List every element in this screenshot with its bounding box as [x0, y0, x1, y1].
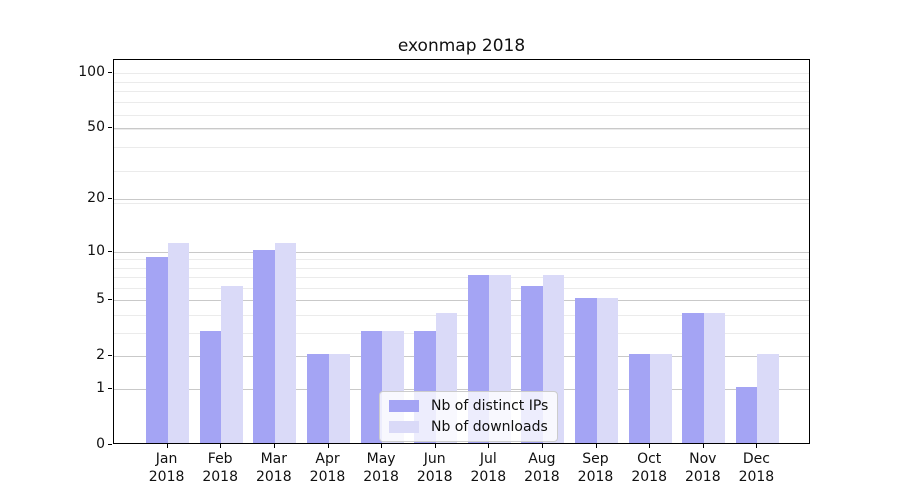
- x-tick-mark: [702, 444, 704, 448]
- bar-downloads: [167, 242, 190, 443]
- gridline-minor: [114, 147, 809, 149]
- bar-downloads: [328, 354, 350, 443]
- gridline-major: [114, 300, 809, 302]
- gridline-minor: [114, 102, 809, 104]
- x-tick-label: May 2018: [363, 451, 399, 485]
- bar-distinct-ips: [307, 354, 329, 443]
- gridline-major: [114, 389, 809, 391]
- bar-distinct-ips: [199, 331, 222, 443]
- y-tick-label: 5: [96, 291, 105, 308]
- x-tick-label: Jul 2018: [470, 451, 507, 485]
- y-tick-mark: [108, 126, 112, 128]
- y-tick-label: 2: [96, 347, 105, 364]
- gridline-major: [114, 72, 809, 74]
- gridline-minor: [114, 170, 809, 172]
- gridline-major: [114, 251, 809, 253]
- x-tick-mark: [488, 444, 490, 448]
- gridline-minor: [114, 333, 809, 335]
- gridline-minor: [114, 91, 809, 93]
- x-tick-mark: [327, 444, 329, 448]
- x-tick-mark: [595, 444, 597, 448]
- y-tick-mark: [108, 444, 112, 445]
- x-tick-label: Mar 2018: [255, 451, 292, 485]
- y-tick-mark: [108, 71, 112, 73]
- gridline-major: [114, 127, 809, 129]
- x-tick-label: Apr 2018: [309, 451, 346, 485]
- bar-downloads: [274, 242, 297, 443]
- x-tick-mark: [381, 444, 383, 448]
- gridline-minor: [114, 267, 809, 269]
- gridline-minor: [114, 277, 809, 279]
- bar-downloads: [703, 313, 726, 443]
- gridline-minor: [114, 315, 809, 317]
- y-tick-label: 20: [87, 190, 105, 207]
- bar-distinct-ips: [360, 331, 383, 443]
- y-tick-mark: [108, 388, 112, 390]
- x-tick-label: Oct 2018: [631, 451, 667, 485]
- x-tick-mark: [649, 444, 651, 448]
- x-tick-label: Dec 2018: [738, 451, 775, 485]
- bar-downloads: [221, 286, 243, 443]
- bar-distinct-ips: [628, 354, 651, 443]
- bar-downloads: [650, 354, 672, 443]
- gridline-major: [114, 199, 809, 201]
- legend-item-distinct-ips: Nb of distinct IPs: [389, 398, 548, 414]
- bar-distinct-ips: [682, 313, 704, 443]
- gridline-minor: [114, 114, 809, 116]
- legend-swatch-downloads: [389, 421, 419, 433]
- gridline-minor: [114, 73, 809, 75]
- bar-distinct-ips: [253, 249, 275, 443]
- gridline-minor: [114, 203, 809, 205]
- gridline-minor: [114, 129, 809, 131]
- x-tick-mark: [756, 444, 758, 448]
- legend-label-distinct-ips: Nb of distinct IPs: [431, 398, 549, 414]
- y-tick-label: 1: [96, 380, 105, 397]
- gridline-major: [114, 356, 809, 358]
- x-tick-label: Sep 2018: [577, 451, 614, 485]
- gridline-minor: [114, 259, 809, 261]
- bar-downloads: [757, 354, 779, 443]
- bar-downloads: [596, 298, 618, 443]
- x-tick-label: Nov 2018: [684, 451, 721, 485]
- legend: Nb of distinct IPs Nb of downloads: [379, 391, 559, 442]
- x-tick-label: Jan 2018: [148, 451, 185, 485]
- y-tick-label: 10: [87, 242, 105, 259]
- x-tick-mark: [434, 444, 436, 448]
- y-tick-label: 100: [78, 63, 105, 80]
- bar-distinct-ips: [146, 257, 168, 443]
- legend-label-downloads: Nb of downloads: [431, 419, 548, 435]
- bar-distinct-ips: [575, 298, 597, 443]
- y-tick-mark: [108, 355, 112, 357]
- x-tick-mark: [541, 444, 543, 448]
- gridline-minor: [114, 81, 809, 83]
- y-tick-label: 50: [87, 118, 105, 135]
- gridline-minor: [114, 288, 809, 289]
- chart-title: exonmap 2018: [397, 36, 526, 56]
- x-tick-label: Aug 2018: [524, 451, 560, 485]
- x-tick-mark: [166, 444, 168, 448]
- y-tick-mark: [108, 198, 112, 200]
- bar-distinct-ips: [735, 387, 758, 443]
- x-tick-label: Feb 2018: [202, 451, 238, 485]
- plot-area: Nb of distinct IPs Nb of downloads: [113, 59, 810, 444]
- y-tick-mark: [108, 299, 112, 301]
- legend-item-downloads: Nb of downloads: [389, 419, 548, 435]
- y-tick-label: 0: [96, 436, 105, 452]
- x-tick-mark: [220, 444, 222, 448]
- x-tick-mark: [273, 444, 275, 448]
- x-tick-label: Jun 2018: [416, 451, 453, 485]
- legend-swatch-distinct-ips: [389, 400, 419, 412]
- y-tick-mark: [108, 250, 112, 252]
